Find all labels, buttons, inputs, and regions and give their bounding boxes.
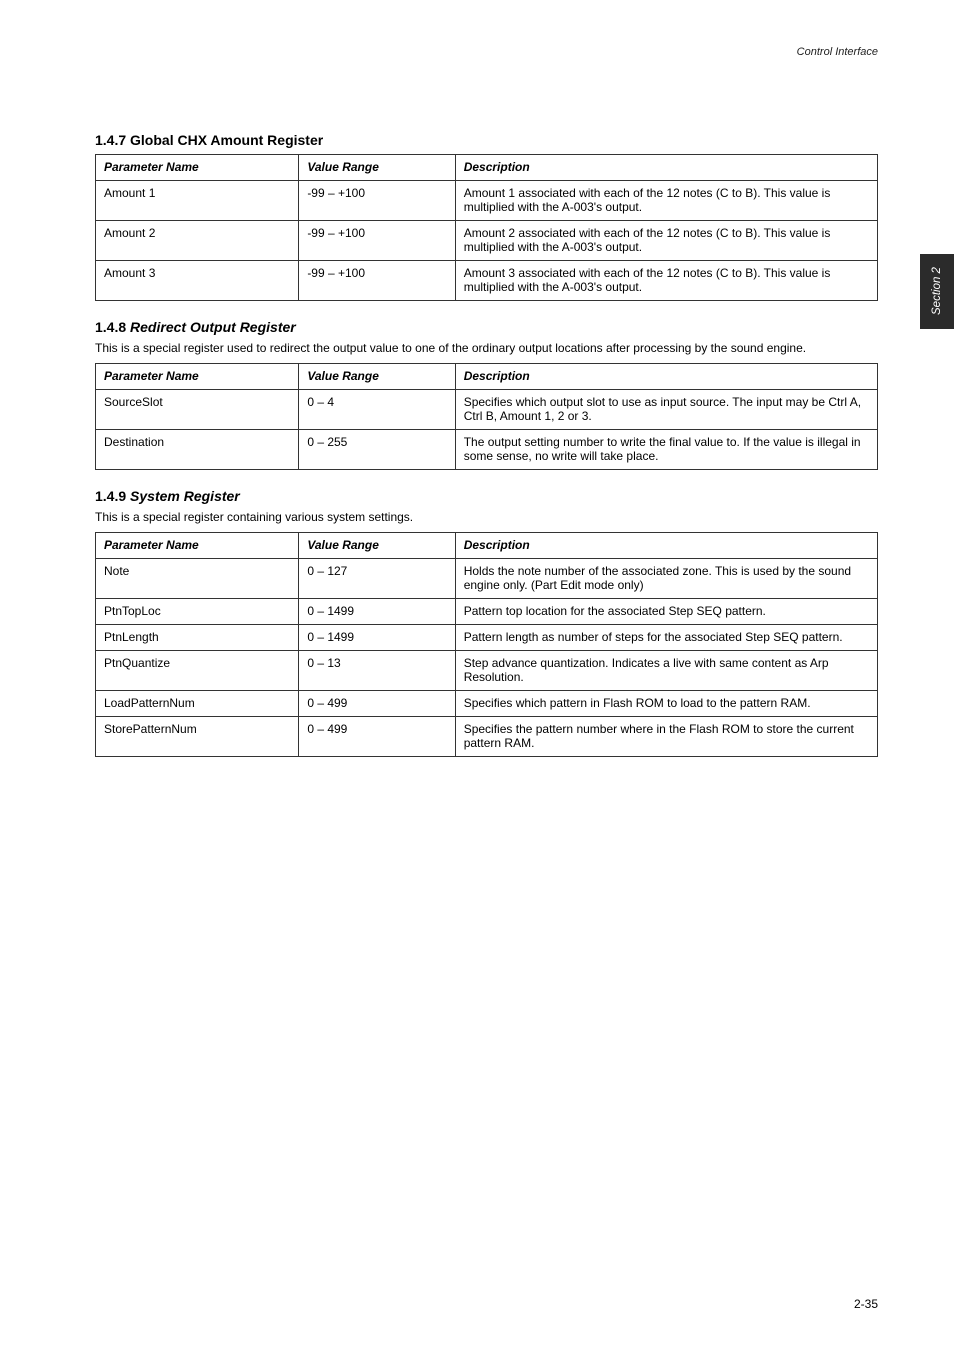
cell-desc: Step advance quantization. Indicates a l… bbox=[455, 651, 877, 691]
section-3-num: 1.4.9 bbox=[95, 488, 126, 504]
cell-range: 0 – 4 bbox=[299, 390, 455, 430]
table-row: StorePatternNum 0 – 499 Specifies the pa… bbox=[96, 717, 878, 757]
cell-param: Amount 3 bbox=[96, 261, 299, 301]
table-row: SourceSlot 0 – 4 Specifies which output … bbox=[96, 390, 878, 430]
section-2-heading: 1.4.8 Redirect Output Register bbox=[95, 319, 878, 335]
col-header-param: Parameter Name bbox=[96, 533, 299, 559]
col-header-param: Parameter Name bbox=[96, 155, 299, 181]
side-tab-section: Section 2 bbox=[920, 254, 954, 329]
section-3-title: System Register bbox=[130, 488, 240, 504]
cell-param: PtnLength bbox=[96, 625, 299, 651]
table-row: Amount 3 -99 – +100 Amount 3 associated … bbox=[96, 261, 878, 301]
cell-desc: Holds the note number of the associated … bbox=[455, 559, 877, 599]
table-row: LoadPatternNum 0 – 499 Specifies which p… bbox=[96, 691, 878, 717]
table-row: Note 0 – 127 Holds the note number of th… bbox=[96, 559, 878, 599]
cell-range: -99 – +100 bbox=[299, 181, 455, 221]
cell-param: StorePatternNum bbox=[96, 717, 299, 757]
cell-range: 0 – 255 bbox=[299, 430, 455, 470]
col-header-desc: Description bbox=[455, 364, 877, 390]
cell-desc: Amount 3 associated with each of the 12 … bbox=[455, 261, 877, 301]
cell-desc: Specifies which output slot to use as in… bbox=[455, 390, 877, 430]
table-row: Amount 1 -99 – +100 Amount 1 associated … bbox=[96, 181, 878, 221]
cell-param: SourceSlot bbox=[96, 390, 299, 430]
cell-desc: Amount 1 associated with each of the 12 … bbox=[455, 181, 877, 221]
table-row: Destination 0 – 255 The output setting n… bbox=[96, 430, 878, 470]
table-header-row: Parameter Name Value Range Description bbox=[96, 155, 878, 181]
cell-range: 0 – 1499 bbox=[299, 599, 455, 625]
col-header-range: Value Range bbox=[299, 155, 455, 181]
section-1-heading: 1.4.7 Global CHX Amount Register bbox=[95, 132, 878, 148]
section-2-num: 1.4.8 bbox=[95, 319, 126, 335]
main-content: 1.4.7 Global CHX Amount Register Paramet… bbox=[95, 48, 878, 757]
cell-desc: Amount 2 associated with each of the 12 … bbox=[455, 221, 877, 261]
col-header-range: Value Range bbox=[299, 364, 455, 390]
cell-param: LoadPatternNum bbox=[96, 691, 299, 717]
cell-range: 0 – 13 bbox=[299, 651, 455, 691]
cell-param: Amount 2 bbox=[96, 221, 299, 261]
cell-desc: Specifies which pattern in Flash ROM to … bbox=[455, 691, 877, 717]
cell-range: 0 – 499 bbox=[299, 717, 455, 757]
section-2-table: Parameter Name Value Range Description S… bbox=[95, 363, 878, 470]
col-header-desc: Description bbox=[455, 155, 877, 181]
cell-param: Note bbox=[96, 559, 299, 599]
table-row: PtnTopLoc 0 – 1499 Pattern top location … bbox=[96, 599, 878, 625]
cell-desc: Pattern top location for the associated … bbox=[455, 599, 877, 625]
section-1-table: Parameter Name Value Range Description A… bbox=[95, 154, 878, 301]
section-3-table: Parameter Name Value Range Description N… bbox=[95, 532, 878, 757]
table-header-row: Parameter Name Value Range Description bbox=[96, 533, 878, 559]
cell-range: 0 – 127 bbox=[299, 559, 455, 599]
cell-param: Amount 1 bbox=[96, 181, 299, 221]
section-2-title: Redirect Output Register bbox=[130, 319, 296, 335]
cell-desc: The output setting number to write the f… bbox=[455, 430, 877, 470]
cell-range: -99 – +100 bbox=[299, 261, 455, 301]
table-row: PtnQuantize 0 – 13 Step advance quantiza… bbox=[96, 651, 878, 691]
col-header-desc: Description bbox=[455, 533, 877, 559]
table-header-row: Parameter Name Value Range Description bbox=[96, 364, 878, 390]
cell-desc: Pattern length as number of steps for th… bbox=[455, 625, 877, 651]
section-2-note: This is a special register used to redir… bbox=[95, 341, 878, 355]
table-row: Amount 2 -99 – +100 Amount 2 associated … bbox=[96, 221, 878, 261]
page-header-right: Control Interface bbox=[797, 46, 878, 58]
section-3-note: This is a special register containing va… bbox=[95, 510, 878, 524]
cell-range: 0 – 1499 bbox=[299, 625, 455, 651]
col-header-range: Value Range bbox=[299, 533, 455, 559]
section-3-heading: 1.4.9 System Register bbox=[95, 488, 878, 504]
cell-param: PtnQuantize bbox=[96, 651, 299, 691]
cell-range: -99 – +100 bbox=[299, 221, 455, 261]
table-row: PtnLength 0 – 1499 Pattern length as num… bbox=[96, 625, 878, 651]
page-footer-number: 2-35 bbox=[854, 1297, 878, 1311]
cell-range: 0 – 499 bbox=[299, 691, 455, 717]
cell-param: PtnTopLoc bbox=[96, 599, 299, 625]
cell-param: Destination bbox=[96, 430, 299, 470]
cell-desc: Specifies the pattern number where in th… bbox=[455, 717, 877, 757]
col-header-param: Parameter Name bbox=[96, 364, 299, 390]
